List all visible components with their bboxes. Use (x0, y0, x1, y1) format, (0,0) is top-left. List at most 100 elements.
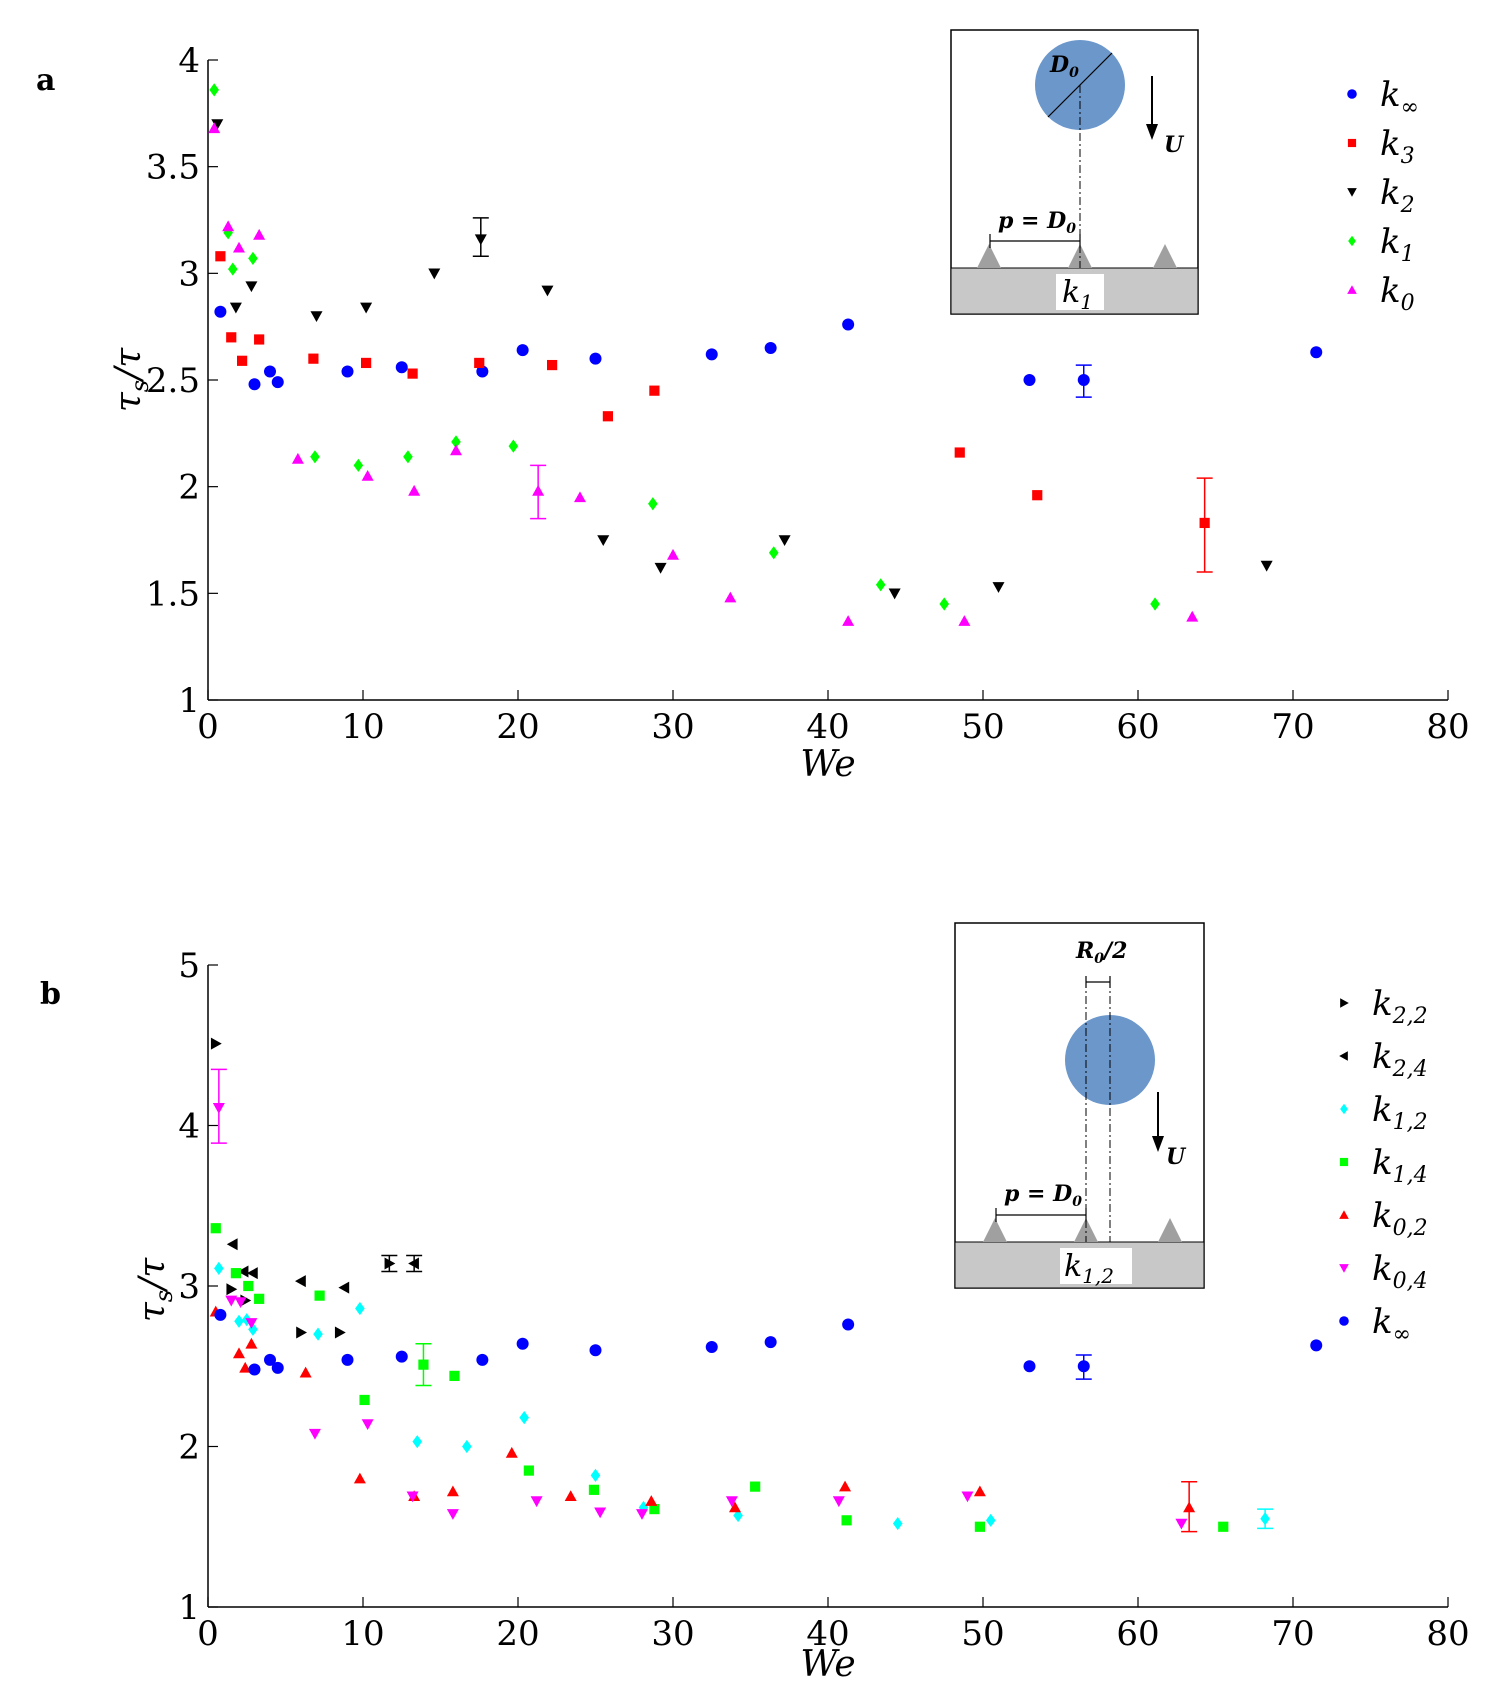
data-point-k3 (361, 357, 372, 369)
data-point-k02 (839, 1480, 852, 1492)
data-point-k3 (547, 359, 558, 371)
inset-a-arrowhead (1146, 124, 1158, 140)
data-point-k12 (214, 1261, 224, 1275)
series-k12 (214, 1261, 1274, 1531)
panel-b-letter: b (40, 977, 61, 1012)
data-point-k1 (1150, 597, 1160, 611)
panel-a-y-axis-title: τs/τ (108, 347, 154, 412)
data-point-k3 (215, 251, 226, 262)
data-point-k0 (450, 444, 462, 456)
data-point-k_inf (1310, 1339, 1323, 1352)
panel-b-y-ticks: 1 2 3 4 5 (178, 946, 218, 1628)
data-point-k_inf (516, 344, 529, 357)
data-point-k12 (412, 1435, 423, 1449)
data-point-k04 (530, 1496, 543, 1508)
data-point-k14 (359, 1394, 370, 1406)
data-point-k3 (474, 357, 485, 369)
data-point-k_inf (589, 352, 602, 365)
data-point-k22 (384, 1257, 396, 1270)
data-point-k1 (353, 458, 364, 472)
legend-label-k_inf: k∞ (1372, 1302, 1411, 1347)
data-point-k14 (449, 1370, 460, 1381)
data-point-k14 (974, 1521, 985, 1532)
data-point-k04 (212, 1103, 225, 1114)
data-point-k1 (451, 435, 461, 449)
data-point-k_inf (248, 1363, 261, 1376)
data-point-k24 (338, 1281, 350, 1294)
inset-a-surface-label-bg (1056, 274, 1104, 310)
legend-item-k2: k2 (1347, 173, 1415, 218)
data-point-k04 (446, 1509, 459, 1520)
data-point-k1 (648, 497, 658, 511)
legend-item-k_inf: k∞ (1339, 1302, 1411, 1347)
data-point-k04 (225, 1295, 238, 1307)
inset-b-ridge-3 (1158, 1218, 1182, 1242)
legend-marker-k04 (1339, 1264, 1349, 1273)
data-point-k24 (226, 1238, 238, 1251)
legend-marker-k3 (1347, 138, 1357, 148)
data-point-k1 (228, 262, 238, 276)
data-point-k0 (1186, 610, 1199, 622)
data-point-k0 (291, 452, 304, 464)
data-point-k02 (446, 1485, 459, 1497)
data-point-k_inf (705, 1340, 718, 1353)
x-tick-label: 80 (1426, 1614, 1469, 1654)
y-tick-label: 3.5 (146, 148, 200, 188)
data-point-k_inf (476, 1353, 489, 1366)
data-point-k0 (574, 491, 586, 503)
data-point-k2 (888, 588, 901, 600)
data-point-k14 (523, 1465, 534, 1476)
data-point-k3 (602, 411, 613, 422)
data-point-k12 (1260, 1512, 1270, 1526)
data-point-k14 (841, 1515, 852, 1526)
legend-item-k22: k2,2 (1340, 984, 1428, 1029)
data-point-k04 (234, 1297, 247, 1309)
data-point-k02 (645, 1495, 658, 1506)
x-tick-label: 10 (341, 707, 384, 747)
svg-text:τs/τ: τs/τ (108, 347, 154, 412)
data-point-k14 (210, 1223, 221, 1234)
data-point-k3 (649, 385, 660, 396)
data-point-k_inf (341, 1353, 354, 1366)
legend-item-k24: k2,4 (1339, 1037, 1428, 1082)
legend-marker-k_inf (1339, 1316, 1349, 1326)
legend-label-k3: k3 (1380, 124, 1415, 169)
x-tick-label: 0 (197, 1614, 219, 1654)
data-point-k12 (313, 1327, 323, 1341)
series-k_inf (214, 1308, 1323, 1380)
data-point-k_inf (589, 1344, 602, 1357)
data-point-k2 (597, 535, 610, 546)
data-point-k1 (209, 83, 219, 97)
inset-b-surface-label-bg (1060, 1248, 1132, 1284)
inset-b-pitch-label: p = D0 (1004, 1181, 1082, 1210)
x-tick-label: 30 (651, 707, 694, 747)
legend-label-k04: k0,4 (1372, 1249, 1428, 1294)
data-point-k04 (725, 1496, 738, 1508)
inset-b-arrowhead (1152, 1136, 1164, 1152)
x-tick-label: 80 (1426, 707, 1469, 747)
data-point-k_inf (264, 365, 276, 378)
x-tick-label: 20 (496, 707, 539, 747)
data-point-k04 (308, 1428, 321, 1440)
data-point-k3 (1032, 490, 1043, 501)
y-tick-label: 5 (178, 946, 200, 986)
data-point-k2 (310, 311, 323, 322)
data-point-k02 (233, 1347, 245, 1359)
data-point-k02 (353, 1472, 366, 1484)
data-point-k24 (246, 1267, 258, 1280)
data-point-k0 (532, 484, 545, 496)
legend-marker-k02 (1339, 1210, 1349, 1219)
legend-item-k_inf: k∞ (1347, 75, 1419, 120)
data-point-k_inf (395, 361, 408, 374)
x-tick-label: 70 (1271, 1614, 1314, 1654)
data-point-k1 (248, 251, 258, 265)
panel-a-y-ticks: 1 1.5 2 2.5 3 3.5 4 (146, 41, 218, 721)
data-point-k_inf (764, 342, 777, 354)
data-point-k0 (222, 220, 235, 232)
x-tick-label: 50 (961, 707, 1004, 747)
data-point-k04 (636, 1509, 648, 1520)
legend-item-k0: k0 (1347, 271, 1415, 316)
data-point-k12 (234, 1314, 244, 1328)
data-point-k04 (832, 1496, 845, 1508)
